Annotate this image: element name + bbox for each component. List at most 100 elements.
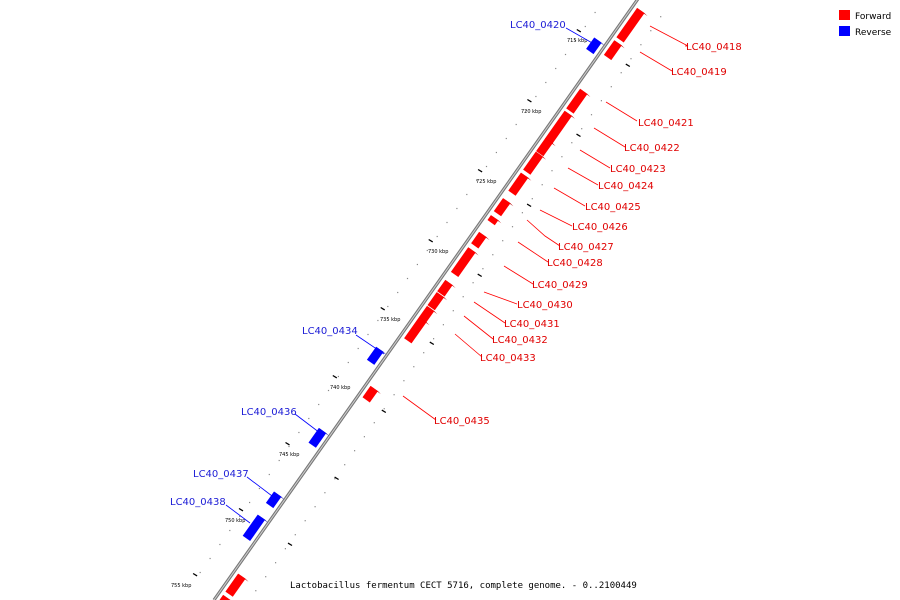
gene-label: LC40_0430 bbox=[517, 300, 573, 311]
scale-tick-minor bbox=[423, 352, 425, 354]
leader-line bbox=[605, 101, 638, 122]
scale-tick-minor bbox=[413, 366, 415, 368]
forward-gene-feature[interactable] bbox=[566, 88, 588, 114]
leader-line bbox=[567, 167, 599, 186]
scale-tick-major bbox=[287, 542, 293, 547]
tick-labels: 715 kbp 720 kbp 725 kbp 730 kbp 735 kbp … bbox=[171, 38, 587, 589]
scale-tick-minor bbox=[337, 375, 339, 378]
forward-gene-feature[interactable] bbox=[418, 305, 435, 323]
forward-gene-feature[interactable] bbox=[536, 138, 553, 157]
leader-line bbox=[539, 209, 573, 227]
gene-label: LC40_0424 bbox=[598, 181, 654, 192]
scale-tick-major bbox=[381, 409, 387, 414]
scale-tick-minor bbox=[525, 109, 527, 112]
scale-tick-minor bbox=[406, 277, 409, 280]
forward-gene-feature[interactable] bbox=[471, 231, 487, 249]
gene-label: LC40_0419 bbox=[671, 67, 727, 78]
tick-label: 725 kbp bbox=[476, 179, 496, 185]
scale-tick-major bbox=[526, 203, 532, 208]
gene-label: LC40_0428 bbox=[547, 258, 603, 269]
scale-tick-major bbox=[380, 306, 386, 311]
scale-tick-minor bbox=[347, 361, 349, 364]
leader-line bbox=[579, 149, 611, 169]
leader-line bbox=[454, 333, 483, 358]
gene-label: LC40_0434 bbox=[302, 326, 358, 337]
forward-gene-feature[interactable] bbox=[437, 279, 453, 297]
scale-tick-minor bbox=[561, 156, 563, 158]
forward-gene-feature[interactable] bbox=[603, 40, 622, 61]
scale-tick-minor bbox=[505, 137, 507, 140]
scale-tick-minor bbox=[551, 170, 553, 172]
forward-gene-feature[interactable] bbox=[427, 292, 445, 311]
scale-tick-minor bbox=[298, 431, 300, 434]
forward-gene-feature[interactable] bbox=[404, 317, 427, 344]
forward-gene-feature[interactable] bbox=[508, 172, 529, 196]
leader-line bbox=[294, 413, 325, 437]
reverse-gene-feature[interactable] bbox=[265, 491, 282, 509]
tick-label: 755 kbp bbox=[171, 583, 191, 589]
scale-tick-major bbox=[477, 273, 483, 278]
scale-tick-major bbox=[285, 441, 290, 446]
forward-gene-feature[interactable] bbox=[493, 198, 511, 217]
scale-tick-minor bbox=[502, 240, 504, 242]
scale-tick-major bbox=[477, 168, 483, 173]
scale-tick-minor bbox=[268, 473, 270, 476]
forward-gene-feature[interactable] bbox=[362, 385, 378, 403]
tick-label: 750 kbp bbox=[225, 518, 245, 524]
scale-tick-minor bbox=[219, 543, 221, 546]
forward-gene-feature[interactable] bbox=[616, 7, 645, 43]
leader-line bbox=[246, 476, 277, 500]
reverse-gene-feature[interactable] bbox=[586, 37, 602, 55]
gene-label: LC40_0426 bbox=[572, 222, 628, 233]
forward-gene-feature[interactable] bbox=[225, 573, 246, 597]
scale-tick-minor bbox=[640, 44, 642, 46]
scale-tick-minor bbox=[304, 520, 306, 522]
scale-tick-minor bbox=[308, 417, 310, 420]
reverse-gene-feature[interactable] bbox=[308, 427, 327, 448]
gene-label: LC40_0423 bbox=[610, 164, 666, 175]
scale-tick-minor bbox=[433, 338, 435, 340]
leader-line bbox=[503, 265, 534, 285]
legend: Forward Reverse bbox=[839, 10, 892, 38]
scale-tick-minor bbox=[426, 249, 428, 252]
scale-tick-minor bbox=[377, 319, 379, 322]
forward-gene-feature[interactable] bbox=[215, 594, 231, 600]
scale-tick-minor bbox=[452, 310, 454, 312]
scale-tick-minor bbox=[288, 445, 290, 448]
scale-tick-minor bbox=[600, 100, 602, 102]
forward-gene-feature[interactable] bbox=[450, 247, 476, 277]
scale-tick-minor bbox=[327, 389, 330, 392]
leader-line bbox=[565, 27, 595, 45]
leader-line bbox=[402, 395, 437, 421]
scale-tick-minor bbox=[521, 212, 523, 214]
gene-label: LC40_0420 bbox=[510, 20, 566, 31]
scale-tick-minor bbox=[515, 123, 517, 126]
scale-tick-minor bbox=[555, 67, 557, 70]
scale-tick-minor bbox=[610, 86, 612, 88]
scale-tick-minor bbox=[397, 291, 399, 294]
scale-tick-major bbox=[625, 63, 631, 68]
scale-tick-minor bbox=[344, 464, 346, 466]
leader-line bbox=[483, 291, 518, 305]
gene-label: LC40_0435 bbox=[434, 416, 490, 427]
scale-tick-minor bbox=[239, 515, 241, 518]
genome-caption: Lactobacillus fermentum CECT 5716, compl… bbox=[290, 581, 637, 591]
scale-tick-minor bbox=[387, 305, 389, 308]
scale-tick-minor bbox=[456, 207, 458, 210]
scale-tick-minor bbox=[541, 184, 543, 186]
scale-tick-minor bbox=[199, 571, 201, 574]
reverse-gene-feature[interactable] bbox=[242, 514, 266, 541]
forward-gene-feature[interactable] bbox=[545, 110, 572, 144]
scale-tick-minor bbox=[535, 95, 537, 98]
scale-tick-minor bbox=[367, 333, 369, 336]
scale-tick-minor bbox=[650, 30, 652, 32]
scale-tick-minor bbox=[284, 548, 286, 550]
forward-gene-feature[interactable] bbox=[523, 151, 544, 175]
legend-reverse-label: Reverse bbox=[855, 28, 892, 38]
scale-tick-minor bbox=[442, 324, 444, 326]
scale-tick-major bbox=[576, 133, 581, 138]
forward-gene-feature[interactable] bbox=[487, 215, 499, 226]
tick-label: 735 kbp bbox=[380, 317, 400, 323]
gene-label: LC40_0433 bbox=[480, 353, 536, 364]
scale-tick-minor bbox=[564, 53, 567, 56]
